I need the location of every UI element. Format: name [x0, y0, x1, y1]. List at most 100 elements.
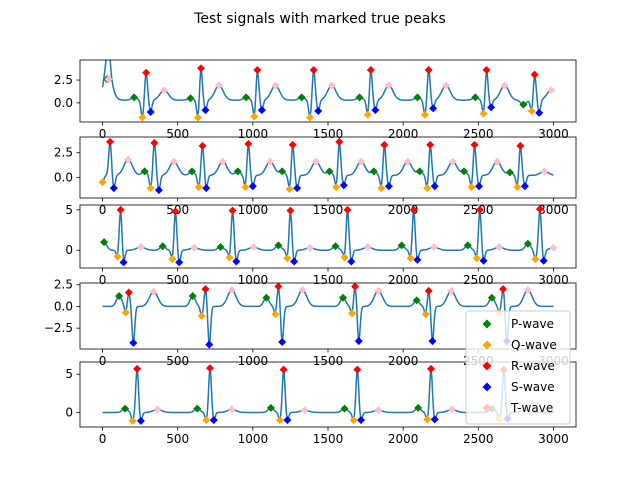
- t-wave-marker: [384, 81, 393, 90]
- p-wave-marker: [121, 404, 130, 413]
- legend-label: P-wave: [511, 317, 554, 331]
- x-tick-label: 1500: [313, 203, 344, 217]
- t-wave-marker: [447, 286, 456, 295]
- p-wave-marker: [413, 93, 422, 102]
- p-wave-marker: [262, 293, 271, 302]
- q-wave-marker: [348, 309, 357, 318]
- r-wave-marker: [124, 288, 133, 297]
- s-wave-marker: [384, 182, 393, 191]
- s-wave-marker: [479, 256, 488, 265]
- s-wave-marker: [109, 184, 118, 193]
- p-wave-marker: [216, 243, 225, 251]
- q-wave-marker: [98, 178, 107, 187]
- y-tick-label: −2.5: [44, 321, 73, 335]
- q-wave-marker: [275, 416, 284, 425]
- s-wave-marker: [347, 257, 356, 266]
- q-wave-marker: [241, 183, 250, 192]
- r-wave-marker: [516, 141, 525, 150]
- p-wave-marker: [130, 93, 139, 102]
- x-tick-label: 3000: [538, 273, 569, 287]
- p-wave-marker: [505, 168, 514, 177]
- s-wave-marker: [283, 416, 292, 425]
- x-tick-label: 0: [99, 273, 107, 287]
- x-tick-label: 1500: [313, 432, 344, 446]
- y-tick-label: 2.5: [54, 73, 73, 87]
- r-wave-marker: [499, 285, 508, 294]
- p-wave-marker: [278, 167, 287, 176]
- x-tick-label: 2000: [388, 432, 419, 446]
- q-wave-marker: [467, 183, 476, 192]
- figure-title: Test signals with marked true peaks: [193, 11, 446, 27]
- s-wave-marker: [136, 416, 145, 425]
- p-wave-marker: [100, 238, 109, 247]
- p-wave-marker: [140, 167, 149, 176]
- s-wave-marker: [209, 416, 218, 425]
- legend-marker: [482, 403, 492, 413]
- p-wave-marker: [487, 293, 496, 302]
- legend-label: Q-wave: [511, 338, 557, 352]
- t-wave-marker: [215, 81, 224, 90]
- q-wave-marker: [349, 416, 358, 425]
- t-wave-marker: [374, 406, 383, 415]
- t-wave-marker: [160, 86, 169, 95]
- r-wave-marker: [535, 205, 544, 214]
- r-wave-marker: [196, 64, 205, 73]
- q-wave-marker: [377, 184, 386, 193]
- x-tick-label: 0: [99, 432, 107, 446]
- x-tick-label: 1000: [238, 273, 269, 287]
- p-wave-marker: [115, 292, 124, 301]
- q-wave-marker: [250, 112, 259, 121]
- x-tick-label: 3000: [538, 432, 569, 446]
- q-wave-marker: [285, 185, 294, 194]
- t-wave-marker: [136, 243, 145, 251]
- r-wave-marker: [201, 285, 210, 294]
- t-wave-marker: [547, 86, 556, 95]
- r-wave-marker: [116, 205, 125, 214]
- y-tick-label: 0.0: [54, 96, 73, 110]
- t-wave-marker: [266, 157, 275, 166]
- t-wave-marker: [311, 157, 320, 166]
- x-tick-label: 3000: [538, 127, 569, 141]
- r-wave-marker: [426, 364, 435, 373]
- legend-label: S-wave: [511, 380, 555, 394]
- x-tick-label: 500: [166, 354, 189, 368]
- t-wave-marker: [298, 285, 307, 294]
- s-wave-marker: [205, 340, 214, 349]
- q-wave-marker: [128, 416, 137, 425]
- r-wave-marker: [133, 364, 142, 373]
- s-wave-marker: [146, 107, 155, 116]
- x-tick-label: 0: [99, 354, 107, 368]
- q-wave-marker: [113, 252, 122, 261]
- t-wave-marker: [523, 285, 532, 294]
- signal-line: [102, 285, 554, 345]
- r-wave-marker: [530, 70, 539, 79]
- x-tick-label: 2500: [463, 273, 494, 287]
- legend-box: [465, 310, 571, 425]
- r-wave-marker: [286, 206, 295, 215]
- q-wave-marker: [121, 308, 130, 317]
- s-wave-marker: [354, 337, 363, 346]
- p-wave-marker: [242, 93, 251, 102]
- x-tick-label: 0: [99, 203, 107, 217]
- q-wave-marker: [363, 110, 372, 119]
- r-wave-marker: [351, 282, 360, 291]
- r-wave-marker: [279, 365, 288, 374]
- t-wave-marker: [190, 243, 199, 252]
- t-wave-marker: [305, 243, 314, 252]
- legend-marker: [482, 319, 492, 329]
- legend-marker: [482, 340, 492, 350]
- t-wave-marker: [500, 81, 509, 90]
- q-wave-marker: [406, 254, 415, 263]
- p-wave-marker: [415, 167, 424, 176]
- r-wave-marker: [274, 282, 283, 291]
- p-wave-marker: [188, 292, 197, 301]
- y-tick-label: 5: [65, 367, 73, 381]
- t-wave-marker: [327, 81, 336, 90]
- legend-marker: [482, 382, 492, 392]
- legend-label: R-wave: [511, 359, 555, 373]
- r-wave-marker: [335, 137, 344, 146]
- r-wave-marker: [424, 66, 433, 75]
- t-wave-marker: [495, 243, 504, 251]
- t-wave-marker: [104, 75, 113, 84]
